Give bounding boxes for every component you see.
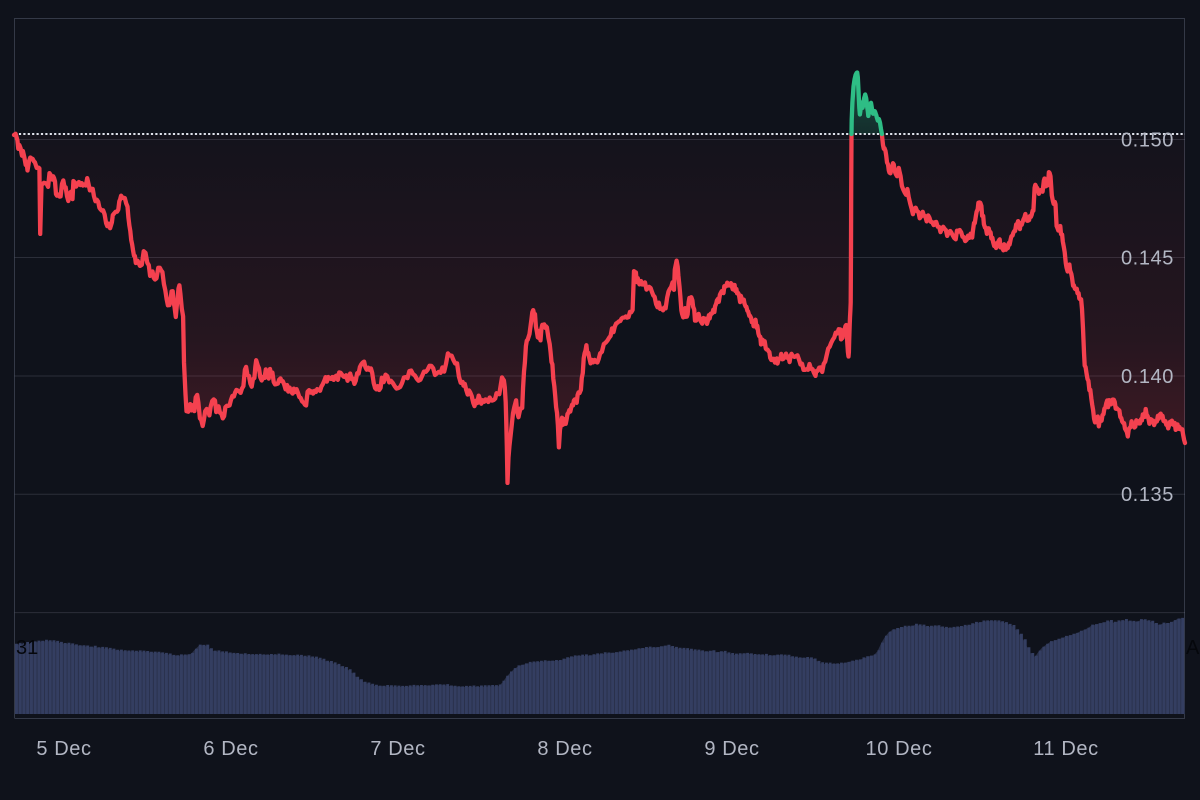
svg-text:0.135: 0.135	[1121, 484, 1174, 506]
svg-text:0.140: 0.140	[1121, 366, 1174, 388]
svg-text:10 Dec: 10 Dec	[866, 738, 933, 760]
svg-text:0.145: 0.145	[1121, 248, 1174, 270]
svg-text:5 Dec: 5 Dec	[36, 738, 91, 760]
svg-text:6 Dec: 6 Dec	[203, 738, 258, 760]
svg-text:31: 31	[16, 637, 38, 659]
svg-text:9 Dec: 9 Dec	[704, 738, 759, 760]
svg-text:7 Dec: 7 Dec	[370, 738, 425, 760]
svg-text:11 Dec: 11 Dec	[1033, 738, 1099, 760]
svg-text:8 Dec: 8 Dec	[537, 738, 592, 760]
svg-text:0.150: 0.150	[1121, 130, 1174, 152]
svg-text:A: A	[1186, 637, 1200, 659]
